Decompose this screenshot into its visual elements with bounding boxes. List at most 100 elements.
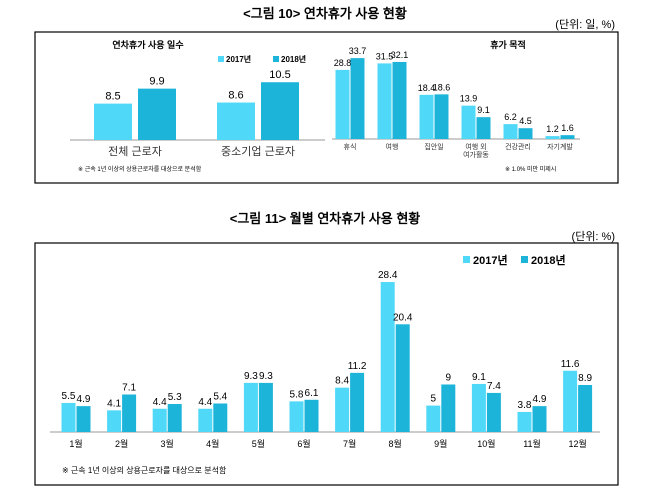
- bar-2018: [350, 58, 365, 140]
- category-label: 여가활동: [463, 150, 489, 159]
- figure11-frame: [34, 242, 619, 486]
- category-label: 전체 근로자: [108, 145, 162, 158]
- category-label: 집안일: [424, 142, 443, 151]
- purpose-chart-title: 휴가 목적: [490, 39, 526, 50]
- data-label: 4.1: [107, 398, 121, 409]
- data-label: 5.4: [213, 391, 227, 402]
- data-label: 9.9: [149, 76, 164, 88]
- bar-2018: [76, 406, 91, 432]
- category-label: 1월: [69, 438, 82, 449]
- bar-2017: [426, 405, 441, 432]
- data-label: 33.7: [349, 46, 367, 56]
- bar-2018: [304, 399, 319, 432]
- legend-label-2018: 2018년: [281, 54, 306, 64]
- category-label: 10월: [477, 438, 495, 449]
- bar-2017: [419, 94, 434, 139]
- data-label: 3.8: [518, 400, 532, 411]
- data-label: 28.8: [334, 58, 352, 68]
- data-label: 28.4: [378, 270, 398, 281]
- data-label: 5.8: [290, 389, 304, 400]
- bar-2018: [122, 394, 137, 432]
- bar-2018: [213, 403, 228, 432]
- category-label: 중소기업 근로자: [221, 145, 295, 158]
- category-label: 8월: [389, 438, 402, 449]
- data-label: 9.3: [259, 371, 273, 382]
- bar-2018: [518, 128, 533, 139]
- bar-2018: [138, 88, 176, 140]
- data-label: 9: [446, 372, 452, 383]
- bar-2018: [395, 324, 410, 432]
- bar-2018: [476, 117, 491, 139]
- days-chart-title: 연차휴가 사용 일수: [112, 39, 183, 50]
- bar-2017: [503, 124, 518, 139]
- bar-2018: [392, 61, 407, 139]
- legend-swatch-2017: [218, 56, 224, 62]
- category-label: 12월: [568, 438, 586, 449]
- data-label: 4.9: [533, 394, 547, 405]
- data-label: 8.4: [335, 376, 349, 387]
- bar-2017: [152, 408, 167, 432]
- legend-swatch-2018: [273, 56, 279, 62]
- bar-2017: [217, 102, 255, 140]
- category-label: 여행: [386, 142, 399, 151]
- bar-2018: [578, 385, 593, 432]
- data-label: 18.4: [418, 83, 436, 93]
- bar-2018: [261, 82, 299, 140]
- category-label: 11월: [523, 438, 541, 449]
- data-label: 7.4: [487, 381, 501, 392]
- data-label: 1.6: [561, 123, 574, 133]
- data-label: 13.9: [460, 94, 478, 104]
- bar-2017: [198, 408, 213, 432]
- category-label: 6월: [297, 438, 310, 449]
- data-label: 6.2: [504, 112, 517, 122]
- data-label: 20.4: [393, 312, 413, 323]
- data-label: 8.9: [578, 373, 592, 384]
- data-label: 18.6: [433, 82, 451, 92]
- data-label: 8.5: [105, 91, 120, 103]
- data-label: 4.4: [153, 397, 167, 408]
- bar-2018: [532, 406, 547, 432]
- data-label: 32.1: [391, 50, 409, 60]
- data-label: 8.6: [228, 90, 243, 102]
- bar-2017: [289, 401, 304, 432]
- bar-2017: [335, 387, 350, 432]
- category-label: 자기계발: [547, 142, 573, 151]
- bar-2017: [380, 282, 395, 432]
- category-label: 휴식: [344, 142, 357, 151]
- bar-2017: [545, 136, 560, 139]
- data-label: 31.5: [376, 51, 394, 61]
- category-label: 4월: [206, 438, 219, 449]
- bar-2017: [471, 383, 486, 432]
- bar-2018: [350, 372, 365, 432]
- bar-2018: [441, 384, 456, 432]
- category-label: 여행 외: [465, 142, 486, 151]
- data-label: 5.5: [62, 391, 76, 402]
- bar-2018: [560, 135, 575, 139]
- bar-2018: [258, 382, 273, 432]
- data-label: 11.6: [561, 359, 580, 370]
- category-label: 3월: [161, 438, 174, 449]
- category-label: 2월: [115, 438, 128, 449]
- data-label: 5: [431, 394, 437, 405]
- data-label: 6.1: [305, 388, 319, 399]
- data-label: 1.2: [546, 124, 559, 134]
- monthly-chart-note: ※ 근속 1년 이상의 상용근로자를 대상으로 분석함: [62, 465, 227, 475]
- bar-2018: [167, 404, 182, 432]
- data-label: 11.2: [348, 361, 367, 372]
- category-label: 건강관리: [505, 142, 531, 151]
- data-label: 9.1: [472, 372, 486, 383]
- legend-swatch-2017: [463, 256, 470, 263]
- legend-label-2018: 2018년: [531, 253, 566, 267]
- data-label: 9.3: [244, 371, 258, 382]
- legend-label-2017: 2017년: [473, 253, 508, 267]
- bar-2017: [61, 402, 76, 432]
- days-chart-note: ※ 근속 1년 이상의 상용근로자를 대상으로 분석함: [78, 165, 202, 173]
- figure10-title: <그림 10> 연차휴가 사용 현황: [243, 6, 407, 21]
- bar-2017: [107, 410, 122, 432]
- category-label: 7월: [343, 438, 356, 449]
- bar-2018: [434, 94, 449, 139]
- bar-2018: [486, 392, 501, 432]
- data-label: 4.5: [519, 116, 532, 126]
- data-label: 10.5: [269, 69, 290, 81]
